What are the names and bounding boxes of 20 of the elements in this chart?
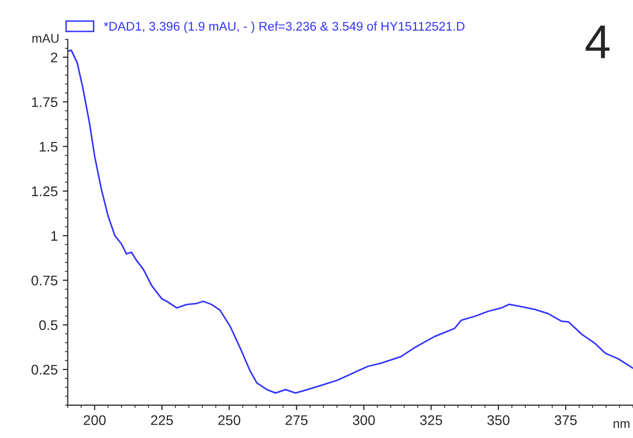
y-tick-label: 2 <box>50 52 58 62</box>
y-tick-label: 0.25 <box>32 364 58 375</box>
y-tick-label: 1.25 <box>32 186 58 196</box>
y-tick-label: 1.5 <box>40 142 58 152</box>
y-tick-label: 1 <box>51 231 58 241</box>
y-tick-label: 0.5 <box>39 320 58 330</box>
x-tick-label: 200 <box>84 415 106 426</box>
x-tick-label: 350 <box>487 415 510 426</box>
x-tick-label: 225 <box>151 415 173 426</box>
legend-label: *DAD1, 3.396 (1.9 mAU, - ) Ref=3.236 & 3.549 of HY15112521.D <box>104 22 464 34</box>
x-tick-label: 375 <box>554 415 577 426</box>
x-tick-label: 275 <box>286 415 308 426</box>
y-axis-title: mAU <box>32 34 58 43</box>
x-tick-label: 300 <box>352 415 375 426</box>
annotation: 4 <box>586 26 610 58</box>
y-tick-label: 1.75 <box>32 97 58 108</box>
x-tick-label: 325 <box>420 415 442 426</box>
y-tick-label: 0.75 <box>32 276 58 286</box>
x-axis-title: nm <box>614 421 630 428</box>
x-tick-label: 250 <box>218 415 240 426</box>
